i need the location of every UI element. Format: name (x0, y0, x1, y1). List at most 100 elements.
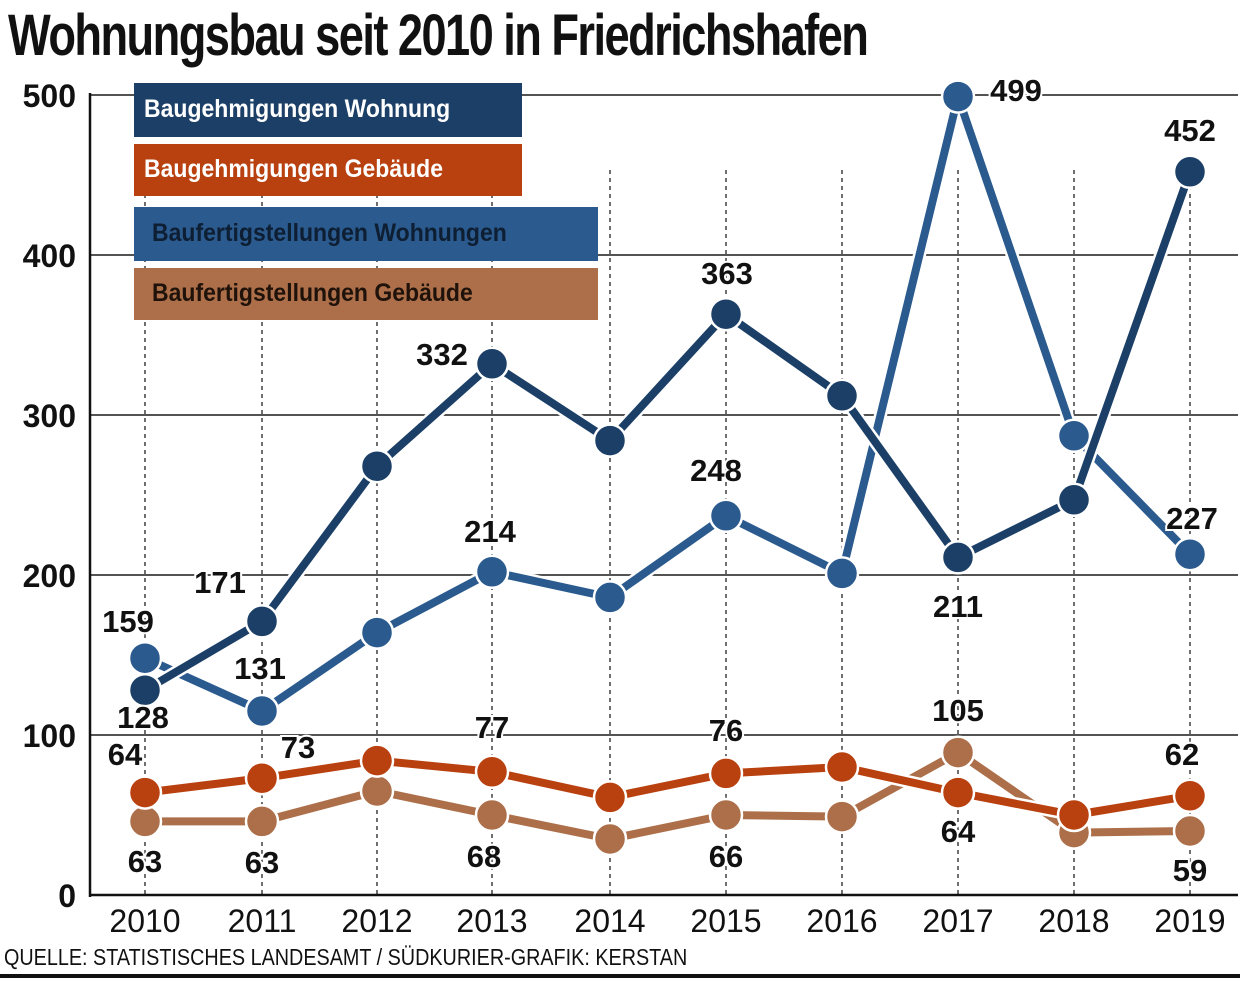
data-point (1056, 797, 1092, 833)
data-point (592, 580, 628, 615)
data-point (359, 615, 395, 650)
data-label: 363 (701, 256, 753, 291)
legend-label: Baugehmigungen Gebäude (144, 155, 444, 183)
data-point (359, 773, 395, 809)
data-point (359, 743, 395, 778)
data-label: 77 (475, 710, 509, 745)
bottom-rule (0, 974, 1240, 978)
x-tick-label: 2013 (456, 903, 527, 939)
data-point (127, 804, 163, 839)
x-tick-label: 2019 (1154, 903, 1225, 939)
data-point (824, 556, 860, 591)
data-point (1056, 418, 1092, 454)
data-point (359, 448, 395, 484)
legend-item-baufertigstellungen-wohnungen: Baufertigstellungen Wohnungen (134, 207, 598, 261)
series-1 (127, 743, 1208, 833)
data-point (592, 821, 628, 857)
data-point (244, 760, 280, 796)
data-label: 211 (933, 589, 983, 624)
data-label: 452 (1164, 113, 1216, 148)
series-layer (127, 79, 1208, 857)
legend-item-baufertigstellungen-gebaeude: Baufertigstellungen Gebäude (134, 268, 598, 320)
x-tick-label: 2018 (1038, 903, 1109, 939)
series-3 (127, 735, 1208, 857)
data-point (708, 756, 744, 791)
data-point (708, 797, 744, 833)
x-tick-label: 2012 (341, 903, 412, 939)
data-label: 59 (1173, 853, 1207, 888)
data-point (824, 378, 860, 414)
legend-label: Baufertigstellungen Wohnungen (152, 219, 507, 247)
data-label: 499 (990, 73, 1042, 108)
data-point (940, 79, 976, 114)
y-tick-label: 100 (23, 718, 76, 754)
data-label: 227 (1166, 501, 1218, 536)
x-tick-label: 2014 (574, 903, 645, 939)
data-point (824, 799, 860, 834)
data-label: 171 (194, 565, 246, 600)
data-point (244, 693, 280, 729)
data-point (474, 797, 510, 833)
data-label: 64 (941, 814, 976, 849)
data-label-layer: 128 171 332 363 211 452 64 73 77 76 64 62 159 131 214 2… (100, 71, 1220, 890)
data-label: 73 (281, 730, 315, 765)
data-point (474, 346, 510, 382)
data-label: 68 (467, 839, 501, 874)
data-label: 63 (128, 844, 162, 879)
legend-label: Baufertigstellungen Gebäude (152, 279, 473, 307)
data-point (474, 554, 510, 590)
data-point (127, 672, 163, 708)
data-point (244, 804, 280, 839)
data-label: 128 (117, 700, 169, 735)
y-tick-label: 500 (23, 78, 76, 114)
data-label: 159 (102, 604, 154, 639)
data-label: 214 (464, 514, 516, 549)
data-point (127, 775, 163, 810)
data-point (940, 775, 976, 810)
data-point (244, 604, 280, 639)
x-tick-label: 2010 (109, 903, 180, 939)
data-point (592, 780, 628, 815)
data-point (1172, 813, 1208, 849)
legend-item-baugehmigungen-wohnung: Baugehmigungen Wohnung (134, 83, 522, 137)
data-label: 332 (416, 337, 468, 372)
series-0 (127, 154, 1208, 708)
axis-layer: 0 100 200 300 400 500 2010 2011 2012 2013 2014 2015… (23, 78, 1238, 939)
legend-label: Baugehmigungen Wohnung (144, 95, 451, 123)
data-label: 131 (234, 651, 286, 686)
data-point (1056, 482, 1092, 518)
source-note: QUELLE: STATISTISCHES LANDESAMT / SÜDKUR… (4, 944, 688, 970)
data-point (474, 754, 510, 790)
x-tick-label: 2015 (690, 903, 761, 939)
y-tick-label: 200 (23, 558, 76, 594)
data-point (127, 640, 163, 676)
data-point (1172, 154, 1208, 190)
data-point (824, 749, 860, 785)
y-tick-label: 300 (23, 398, 76, 434)
series-line (144, 756, 1191, 819)
data-label: 62 (1165, 737, 1199, 772)
data-point (708, 296, 744, 332)
data-label: 76 (709, 713, 743, 748)
y-tick-label: 0 (58, 878, 76, 914)
data-label: 105 (932, 693, 984, 728)
x-tick-label: 2011 (228, 903, 297, 939)
data-point (1172, 536, 1208, 572)
data-point (592, 423, 628, 458)
chart-title: Wohnungsbau seit 2010 in Friedrichshafen (8, 3, 869, 68)
data-label: 64 (108, 737, 143, 772)
series-line (142, 170, 1194, 694)
legend-item-baugehmigungen-gebaeude: Baugehmigungen Gebäude (134, 144, 522, 196)
series-2 (127, 79, 1208, 729)
data-point (940, 540, 976, 575)
data-label: 248 (690, 453, 742, 488)
data-label: 66 (709, 839, 743, 874)
series-line (145, 748, 1191, 843)
x-tick-label: 2017 (922, 903, 993, 939)
y-tick-label: 400 (23, 238, 76, 274)
data-point (940, 735, 976, 770)
data-label: 63 (245, 845, 279, 880)
data-point (708, 498, 744, 534)
series-line (143, 92, 1193, 715)
